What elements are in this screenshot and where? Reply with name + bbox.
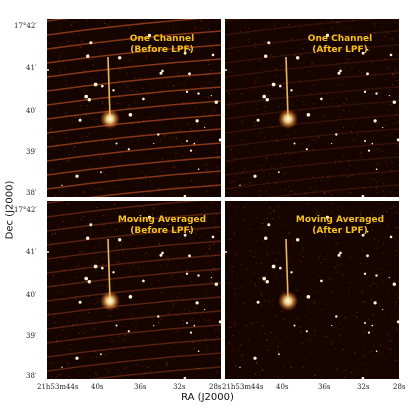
sky-image bbox=[225, 201, 399, 379]
stripe-artifacts bbox=[47, 201, 221, 379]
xtick-left-4: 28s bbox=[209, 383, 222, 391]
ytick-top-4: 38′ bbox=[26, 189, 37, 197]
noise bbox=[47, 201, 221, 379]
ytick-top-3: 39′ bbox=[26, 148, 37, 156]
xtick-left-1: 40s bbox=[91, 383, 104, 391]
bright-source bbox=[278, 291, 298, 311]
x-axis-label: RA (J2000) bbox=[181, 392, 234, 403]
ytick-bottom-3: 39′ bbox=[26, 332, 37, 340]
jet-streak bbox=[107, 238, 111, 300]
sky-image bbox=[47, 19, 221, 197]
panel-title-line2: (After LPF) bbox=[312, 226, 368, 236]
panel-title: Moving Averaged (Before LPF) bbox=[107, 215, 217, 237]
panel-title: One Channel (After LPF) bbox=[285, 34, 395, 56]
xtick-left-3: 32s bbox=[173, 383, 186, 391]
panel-title-line1: Moving Averaged bbox=[295, 215, 385, 225]
xtick-left-2: 36s bbox=[134, 383, 147, 391]
bright-source bbox=[100, 109, 120, 129]
panel-moving-averaged-before-lpf: Moving Averaged (Before LPF) bbox=[47, 201, 221, 379]
ytick-top-0: 17°42′ bbox=[14, 22, 37, 30]
panel-title: One Channel (Before LPF) bbox=[107, 34, 217, 56]
stars bbox=[225, 33, 399, 197]
bright-source bbox=[278, 109, 298, 129]
panel-moving-averaged-after-lpf: Moving Averaged (After LPF) bbox=[225, 201, 399, 379]
noise bbox=[225, 19, 399, 197]
xtick-right-2: 36s bbox=[318, 383, 331, 391]
stars bbox=[225, 215, 399, 379]
sky-image bbox=[47, 201, 221, 379]
sky-image bbox=[225, 19, 399, 197]
panel-title-line2: (Before LPF) bbox=[130, 226, 194, 236]
stripe-artifacts bbox=[47, 19, 221, 197]
panel-title-line1: One Channel bbox=[307, 34, 373, 44]
jet-streak bbox=[107, 56, 111, 118]
xtick-right-0: 21h53m44s bbox=[222, 383, 264, 391]
panel-title-line2: (After LPF) bbox=[312, 45, 368, 55]
panel-title-line1: One Channel bbox=[129, 34, 195, 44]
ytick-top-1: 41′ bbox=[26, 64, 37, 72]
jet-streak bbox=[285, 56, 289, 118]
jet-streak bbox=[285, 238, 289, 300]
stripe-artifacts bbox=[225, 19, 399, 197]
xtick-right-3: 32s bbox=[357, 383, 370, 391]
panel-one-channel-after-lpf: One Channel (After LPF) bbox=[225, 19, 399, 197]
ytick-bottom-1: 41′ bbox=[26, 248, 37, 256]
panel-one-channel-before-lpf: One Channel (Before LPF) bbox=[47, 19, 221, 197]
stars bbox=[47, 33, 221, 197]
panel-title-line2: (Before LPF) bbox=[130, 45, 194, 55]
ytick-bottom-4: 38′ bbox=[26, 372, 37, 380]
xtick-right-1: 40s bbox=[276, 383, 289, 391]
ytick-bottom-0: 17°42′ bbox=[14, 206, 37, 214]
xtick-left-0: 21h53m44s bbox=[37, 383, 79, 391]
panel-title-line1: Moving Averaged bbox=[117, 215, 207, 225]
ytick-bottom-2: 40′ bbox=[26, 291, 37, 299]
panel-title: Moving Averaged (After LPF) bbox=[285, 215, 395, 237]
xtick-right-4: 28s bbox=[393, 383, 406, 391]
bright-source bbox=[100, 291, 120, 311]
stars bbox=[47, 215, 221, 379]
ytick-top-2: 40′ bbox=[26, 107, 37, 115]
